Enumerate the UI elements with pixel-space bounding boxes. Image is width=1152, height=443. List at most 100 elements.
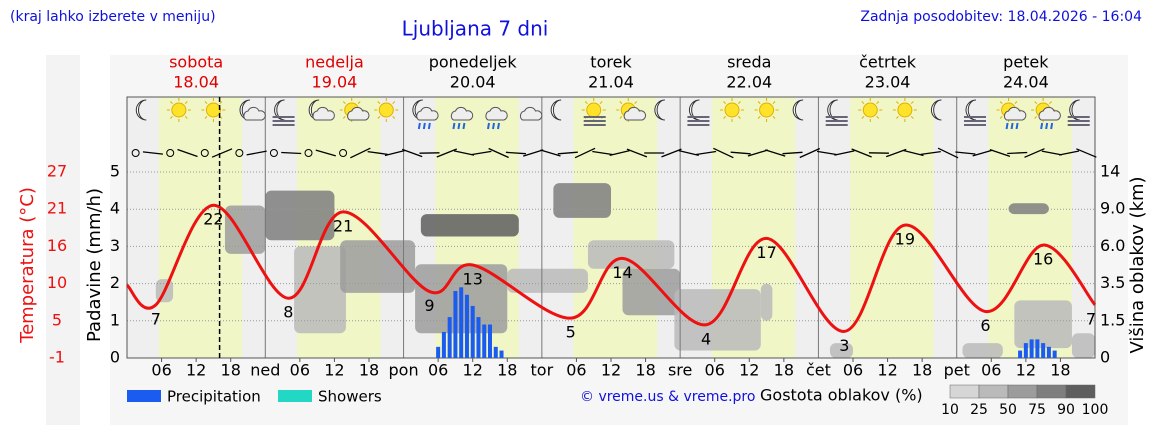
sun-ray [999, 116, 1003, 119]
precip-bar [499, 350, 504, 358]
y2-tick-label: 14 [1100, 162, 1120, 181]
x-tick-label: 12 [186, 361, 206, 380]
sun-ray [910, 101, 914, 104]
sun-ray [738, 116, 741, 119]
x-tick-label: 06 [843, 361, 863, 380]
x-tick-label: 18 [1050, 361, 1070, 380]
x-tick-label: 18 [912, 361, 932, 380]
precip-bar [1041, 343, 1046, 358]
sun-ray [896, 116, 899, 119]
rain [422, 122, 426, 130]
colorbar-label: 75 [1028, 402, 1046, 418]
wind-calm [235, 149, 244, 157]
wind-barb [1076, 148, 1097, 158]
day-date: 22.04 [726, 73, 772, 92]
cloud [243, 106, 266, 121]
x-tick-label: 18 [221, 361, 241, 380]
y-axis-title: Padavine (mm/h) [84, 188, 105, 342]
y2-tick-label: 6.0 [1100, 236, 1125, 255]
sun-ray [1034, 116, 1038, 119]
precip-bar [1035, 339, 1040, 358]
sun-ray [392, 101, 396, 104]
cloud [312, 106, 335, 121]
wind-barb [281, 151, 302, 155]
wind-barb [505, 151, 526, 155]
cloud [623, 106, 646, 121]
day-date: 18.04 [173, 73, 219, 92]
x-tick-label: 18 [774, 361, 794, 380]
legend-swatch [278, 390, 312, 402]
weather-icon [930, 99, 942, 121]
day-name: sreda [727, 53, 771, 72]
sun-ray [584, 101, 588, 104]
wind-barb [211, 148, 233, 158]
wind-barb [903, 149, 924, 157]
weather-icon [166, 98, 191, 122]
wind-calm [304, 149, 313, 157]
cloud-cell [829, 343, 853, 358]
sun-ray [772, 116, 776, 119]
cloud-cell [622, 268, 681, 316]
chart-title: Ljubljana 7 dni [402, 17, 549, 41]
y-tick-label: 5 [110, 162, 120, 181]
temperature-label: 22 [203, 210, 223, 229]
cloud-cell [962, 343, 1003, 358]
sun-ray [377, 116, 381, 119]
cloud-cell [265, 190, 335, 241]
rain [1040, 122, 1044, 130]
weather-icon [825, 99, 848, 126]
rain [1050, 122, 1054, 130]
y-tick-label: 3 [110, 236, 120, 255]
day-date: 24.04 [1003, 73, 1049, 92]
sun-ray [342, 101, 346, 104]
cloud-cell [507, 268, 588, 293]
x-tick-label: 12 [1016, 361, 1036, 380]
sun-ray [619, 101, 623, 104]
cloud [450, 106, 474, 121]
temp-tick-label: 27 [47, 162, 67, 181]
weather-icon [412, 99, 439, 130]
rain [417, 122, 421, 130]
sun-ray [204, 101, 208, 104]
sun-ray [772, 101, 776, 104]
wind-barb [246, 150, 267, 156]
precip-bar [493, 346, 498, 358]
wind-barb [851, 148, 872, 158]
x-tick-label: 18 [497, 361, 517, 380]
weather-icon [858, 98, 883, 122]
weather-icon [1031, 98, 1061, 130]
y2-tick-label: 3.5 [1100, 273, 1125, 292]
wind-calm [200, 149, 209, 157]
x-tick-label: 06 [428, 361, 448, 380]
sun [897, 102, 913, 118]
x-tick-label: čet [806, 361, 831, 380]
y-tick-label: 1 [110, 310, 120, 329]
cloud-cell [587, 240, 675, 269]
weather-icon [654, 99, 665, 121]
sun-ray [910, 116, 914, 119]
sun [724, 102, 740, 118]
cloud-cell [420, 214, 519, 237]
day-date: 20.04 [450, 73, 496, 92]
temp-tick-label: -1 [49, 348, 65, 367]
weather-icon [519, 106, 543, 121]
colorbar-label: 25 [970, 402, 988, 418]
wind-barb [367, 151, 388, 155]
x-tick-label: pet [944, 361, 970, 380]
wind-barb [955, 151, 976, 155]
moon [135, 99, 147, 121]
wind-barb [678, 150, 699, 156]
y-tick-label: 2 [110, 273, 120, 292]
temperature-label: 7 [151, 309, 161, 328]
temp-tick-label: 5 [52, 310, 62, 329]
sun-ray [599, 101, 603, 104]
sun-ray [170, 116, 173, 119]
sun-ray [876, 116, 880, 119]
cloud-cell [674, 289, 761, 351]
weather-icon [450, 106, 474, 130]
rain [457, 122, 461, 130]
x-tick-label: 06 [705, 361, 725, 380]
colorbar-cell [949, 384, 980, 399]
rain [427, 122, 431, 130]
